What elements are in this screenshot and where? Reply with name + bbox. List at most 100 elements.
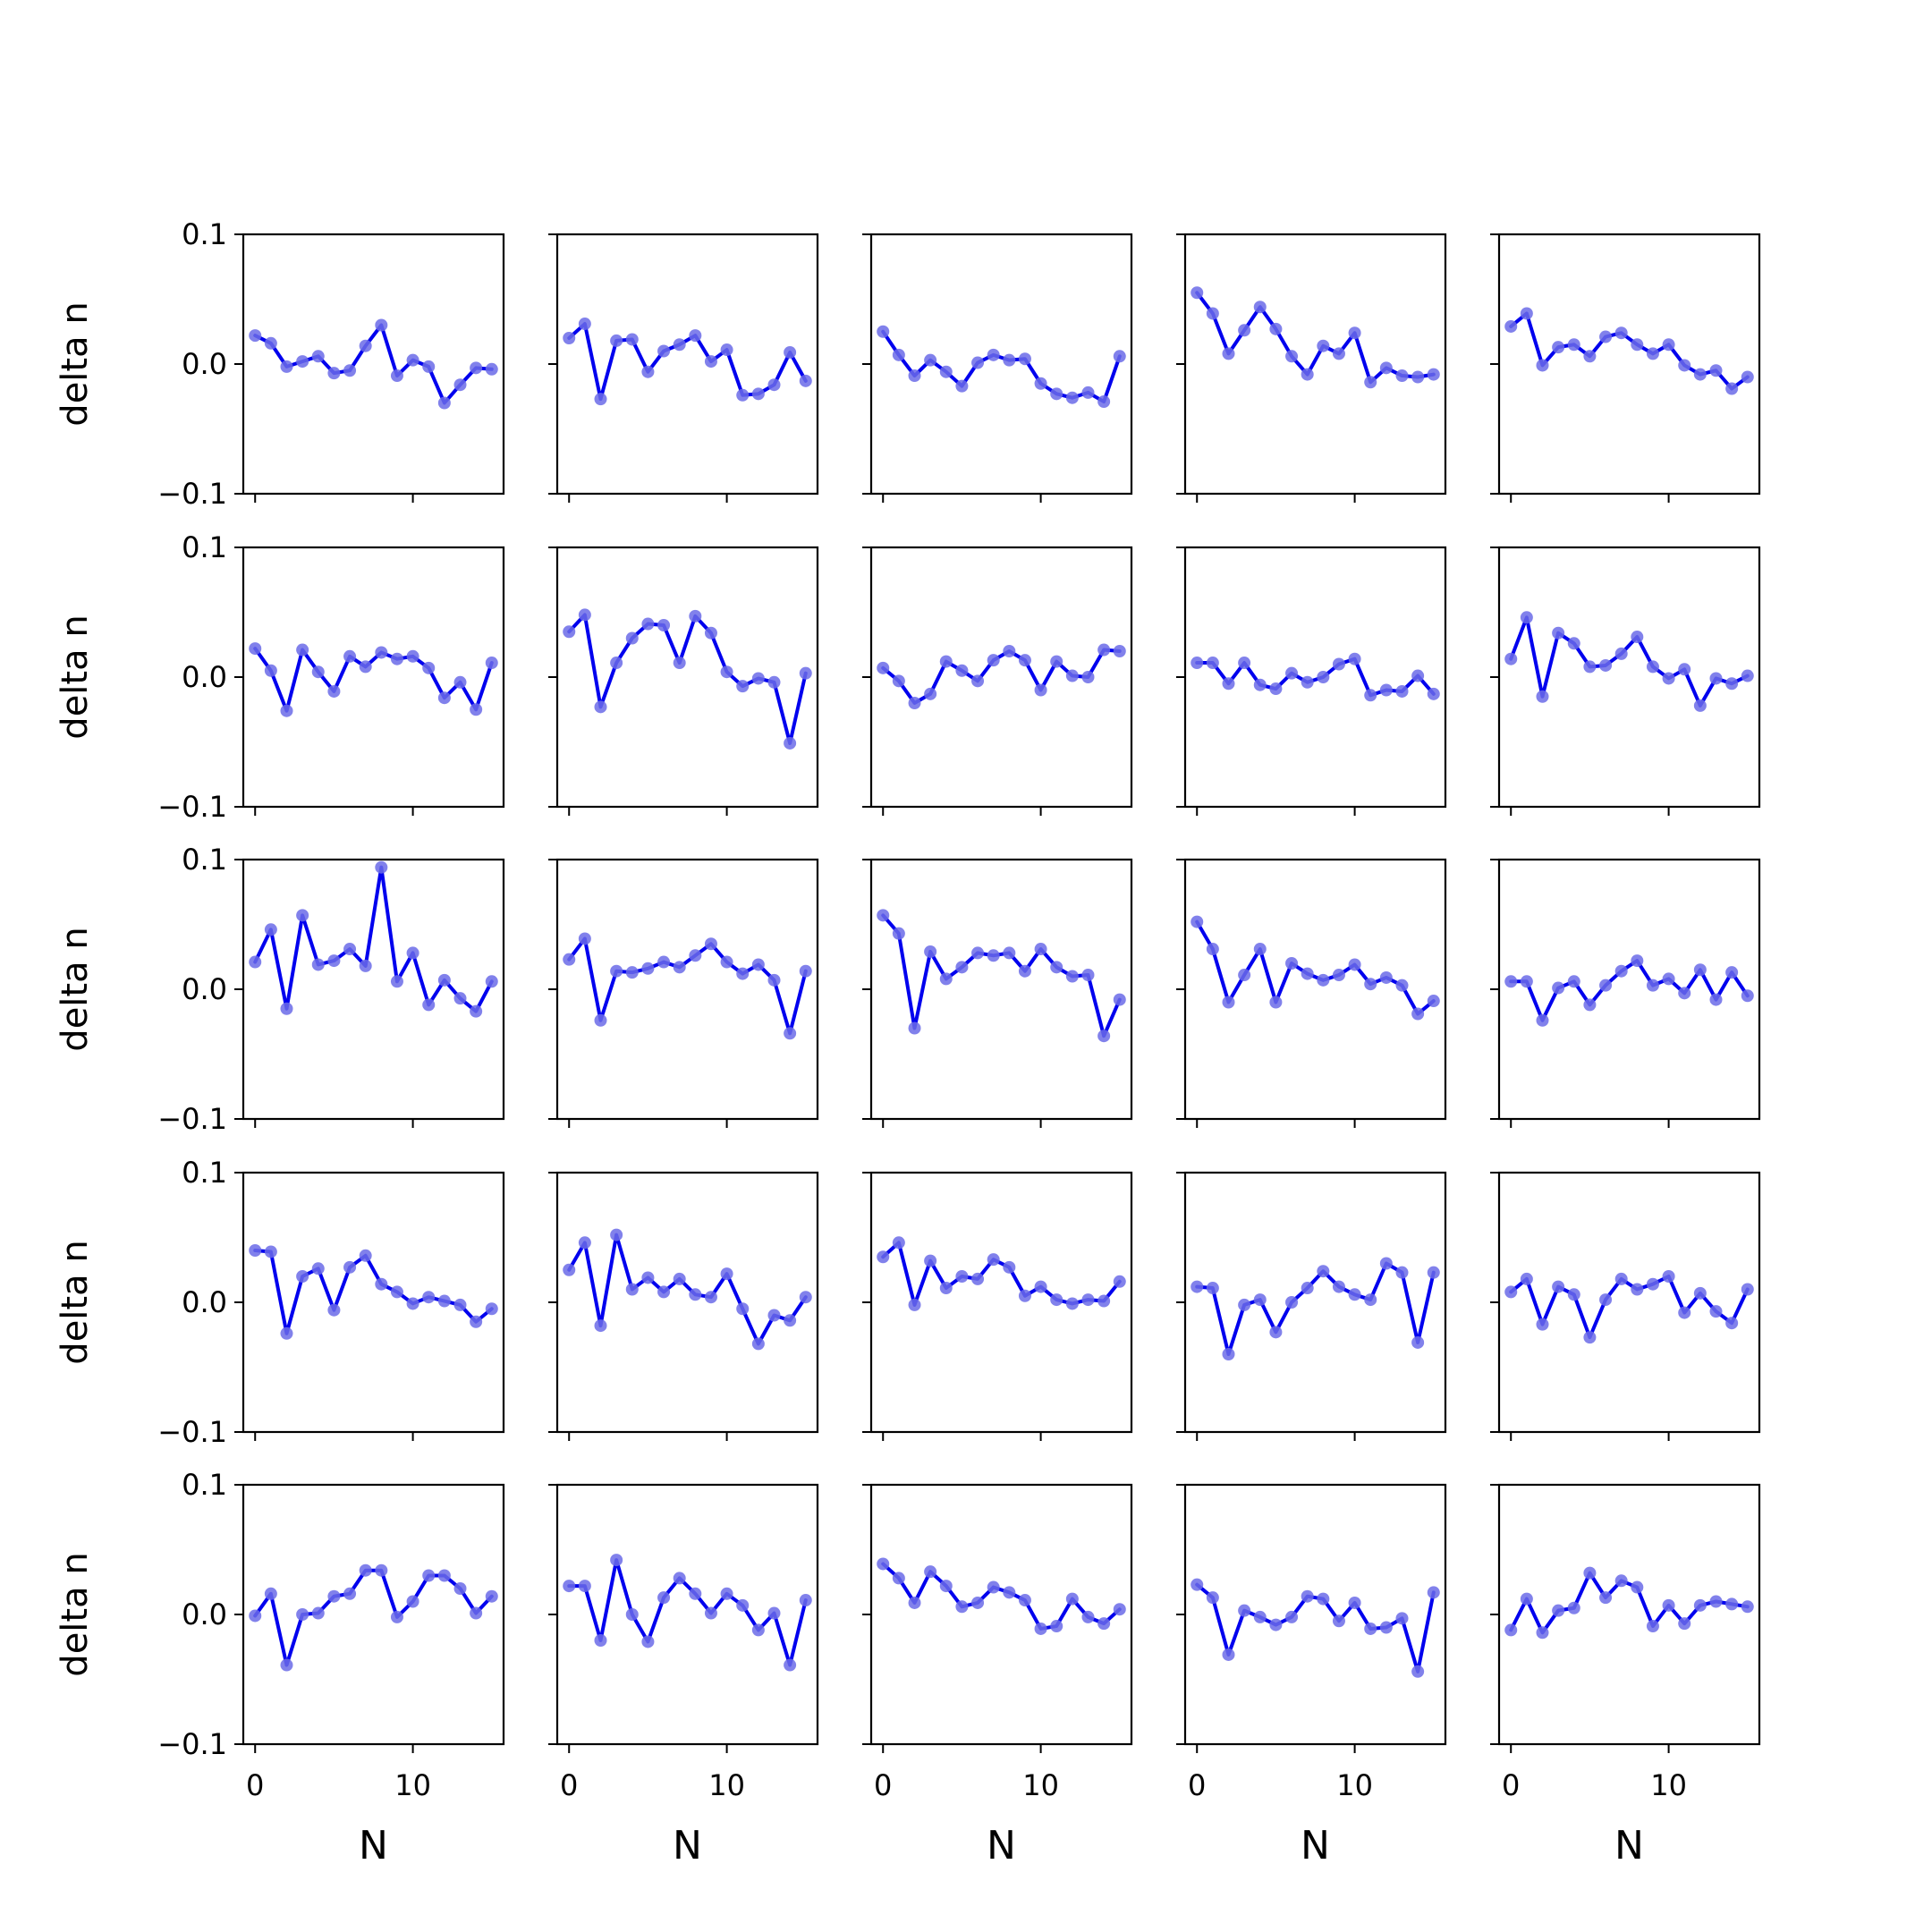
data-point [1301,967,1314,980]
data-point [437,396,451,410]
data-point [1678,359,1691,372]
data-point [892,348,905,361]
series-line [1195,1582,1436,1674]
data-point [1599,658,1613,672]
data-point [1614,1272,1628,1285]
subplot-r5-c2: 0 10N [548,1483,819,1868]
data-point [1379,683,1393,697]
data-point [784,345,797,359]
data-point [736,680,750,693]
data-point [1693,963,1707,977]
subplot-r1-c2 [548,233,819,503]
y-tick-label: 0.1 [182,530,227,564]
axes-frame [869,233,1133,496]
series-line [1509,615,1750,708]
data-point [1411,1007,1425,1021]
data-point [1285,1296,1299,1309]
data-point [327,684,341,698]
data-point [453,1298,467,1311]
data-point [578,1236,591,1250]
data-point [1081,671,1095,683]
data-point [689,609,702,623]
data-point [673,657,686,670]
y-axis-label: delta n [55,1240,96,1364]
data-point [1567,637,1580,650]
data-point [1253,943,1267,956]
data-point [657,344,671,358]
data-point [1552,1280,1565,1293]
data-point [784,1658,797,1672]
data-point [955,379,969,393]
data-point [784,1314,797,1327]
data-point [343,1587,357,1600]
data-point [1504,652,1518,665]
data-point [311,665,325,679]
data-point [1065,1297,1079,1310]
data-point [437,1294,451,1308]
data-point [689,1587,702,1600]
data-point [1614,326,1628,340]
data-point [1411,1335,1425,1349]
data-point [578,932,591,945]
data-point [343,649,357,663]
data-point [625,631,639,645]
data-point [1081,1610,1095,1623]
data-point [1520,1592,1533,1606]
series-line [253,323,494,405]
data-point [1285,1610,1299,1623]
data-point [767,973,781,987]
data-point [1065,669,1079,682]
data-point [1222,347,1235,360]
data-point [689,949,702,962]
data-point [1709,672,1723,685]
data-point [987,654,1000,667]
data-point [1725,1597,1739,1611]
data-point [1238,1604,1251,1617]
data-point [1348,1596,1361,1609]
data-point [1317,671,1330,683]
data-point [422,661,436,674]
data-point [892,674,905,688]
y-tick-label: 0.1 [182,1156,227,1190]
data-point [1222,996,1235,1009]
data-point [939,1282,953,1295]
data-point [1269,1326,1283,1339]
subplot-r1-c5 [1490,233,1761,503]
data-point [955,1600,969,1614]
data-point [1725,1317,1739,1330]
series-line [881,1241,1122,1307]
data-point [485,1589,498,1603]
data-point [485,657,498,670]
data-point [1379,1257,1393,1270]
series-line [881,1562,1122,1631]
data-point [641,1271,655,1284]
data-point [1395,684,1409,698]
subplot-r5-c1: −0.1 0.0 0.1 0 10 delta n N [55,1468,505,1868]
data-point [437,1569,451,1582]
data-point [1741,669,1754,682]
data-point [1552,626,1565,640]
data-point [453,1582,467,1595]
series-line [253,1249,494,1335]
data-point [470,1315,483,1328]
y-tick-label: −0.1 [157,790,227,824]
data-point [641,1635,655,1648]
data-point [924,1254,937,1267]
data-point [1050,387,1063,401]
data-point [751,387,765,401]
data-point [610,334,623,347]
data-point [1222,1648,1235,1661]
data-point [1741,370,1754,384]
data-point [641,617,655,631]
data-point [1269,322,1283,335]
data-point [955,1270,969,1283]
subplot-r3-c3 [862,858,1133,1128]
data-point [1113,645,1126,657]
data-point [657,955,671,969]
data-point [1238,969,1251,982]
data-point [1709,1305,1723,1318]
data-point [296,1270,309,1283]
data-point [1065,391,1079,404]
data-point [1583,1566,1597,1580]
